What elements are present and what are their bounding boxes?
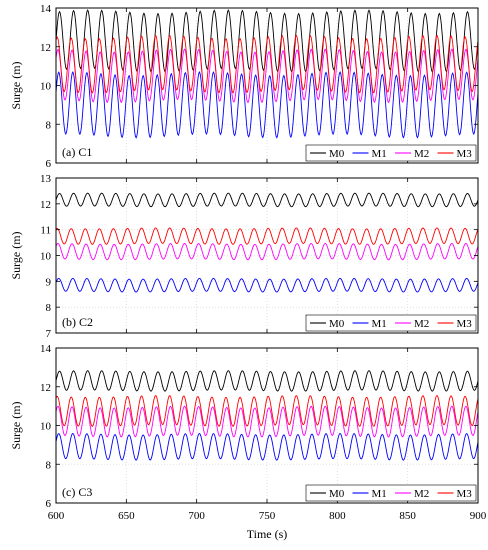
series-line-m2 [56,405,478,438]
panel-label: (b) C2 [62,315,93,329]
x-tick-label: 850 [399,510,416,522]
series-line-m1 [56,71,478,139]
x-tick-label: 900 [470,510,487,522]
y-tick-label: 7 [46,328,52,340]
legend-box [305,314,477,332]
legend: M0 M1 M2 M3 [305,484,477,502]
y-tick-label: 8 [46,459,52,471]
legend-label-m3: M3 [457,318,473,330]
y-tick-label: 14 [40,3,52,15]
series-line-m2 [56,48,478,104]
panel-1: 6 8 10 12 14 Surge (m) (a) C1 M0 M1 M2 M3 [9,3,479,170]
legend: M0 M1 M2 M3 [305,314,477,332]
y-tick-label: 6 [46,158,52,170]
series-line-m3 [56,34,478,94]
y-tick-label: 12 [40,42,51,54]
y-tick-label: 12 [40,382,51,394]
y-tick-label: 10 [40,251,52,263]
series-line-m3 [56,227,478,245]
legend-label-m2: M2 [414,488,429,500]
y-tick-label: 11 [40,225,51,237]
series-line-m1 [56,277,478,293]
legend-label-m1: M1 [372,318,387,330]
series-line-m2 [56,242,478,261]
y-tick-label: 9 [46,276,52,288]
legend-label-m2: M2 [414,148,429,160]
y-axis-label: Surge (m) [9,401,23,449]
legend-label-m0: M0 [329,488,345,500]
y-tick-label: 8 [46,119,52,131]
y-tick-label: 14 [40,343,52,355]
y-tick-label: 10 [40,421,52,433]
panel-label: (c) C3 [62,485,92,499]
y-tick-label: 10 [40,81,52,93]
panel-3: 6 8 10 12 14 Surge (m) (c) C3 M0 M1 M2 M3 [9,343,479,510]
x-tick-label: 650 [118,510,135,522]
x-tick-label: 800 [329,510,346,522]
legend-box [305,144,477,162]
panel-label: (a) C1 [62,145,92,159]
y-tick-label: 13 [40,173,52,185]
series-line-m0 [56,370,478,392]
y-tick-label: 12 [40,199,51,211]
legend-label-m3: M3 [457,488,473,500]
y-axis-label: Surge (m) [9,61,23,109]
legend-label-m0: M0 [329,148,345,160]
series-line-m3 [56,395,478,427]
y-tick-label: 6 [46,498,52,510]
panel-2: 7 8 9 10 11 12 13 Surge (m) (b) C2 M0 M1 M2 M3 [9,173,479,340]
x-tick-label: 750 [259,510,276,522]
legend-label-m2: M2 [414,318,429,330]
x-axis-label: Time (s) [247,527,288,541]
legend-box [305,484,477,502]
series-line-m0 [56,192,478,208]
legend-label-m1: M1 [372,488,387,500]
legend-label-m0: M0 [329,318,345,330]
legend-label-m1: M1 [372,148,387,160]
series-line-m1 [56,432,478,461]
x-tick-label: 700 [188,510,205,522]
x-tick-label: 600 [48,510,65,522]
y-axis-label: Surge (m) [9,231,23,279]
y-tick-label: 8 [46,302,52,314]
legend-label-m3: M3 [457,148,473,160]
legend: M0 M1 M2 M3 [305,144,477,162]
